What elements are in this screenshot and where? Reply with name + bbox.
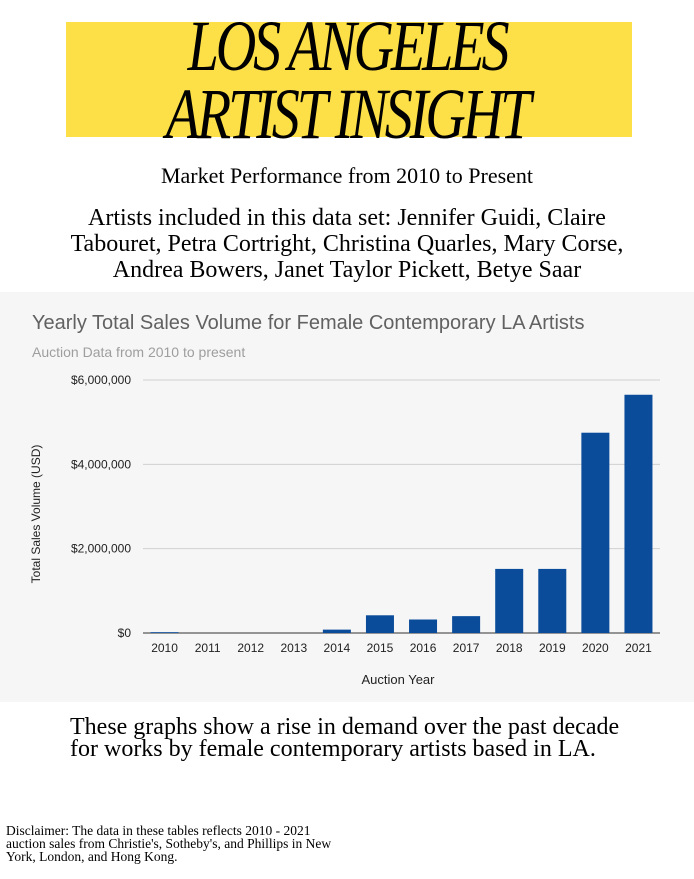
bar-2021: [624, 394, 653, 633]
x-tick-label: 2015: [367, 641, 394, 655]
x-tick-label: 2011: [195, 641, 221, 655]
x-tick-label: 2018: [496, 641, 523, 655]
artists-list: Artists included in this data set: Jenni…: [70, 205, 624, 283]
bar-2014: [322, 629, 351, 633]
x-tick-label: 2012: [237, 641, 264, 655]
bar-2010: [150, 632, 179, 633]
bars: [150, 394, 653, 633]
bar-2015: [365, 615, 394, 633]
y-tick-label: $6,000,000: [71, 373, 131, 387]
y-tick-labels: $0 $2,000,000 $4,000,000 $6,000,000: [71, 373, 131, 640]
gridlines: [143, 379, 660, 634]
x-tick-label: 2013: [280, 641, 307, 655]
x-tick-label: 2010: [151, 641, 178, 655]
bar-2016: [409, 619, 438, 633]
bar-chart: $0$2,000,000$4,000,000$6,000,000 2010 201…: [29, 373, 660, 687]
x-tick-label: 2021: [625, 641, 652, 655]
y-tick-label: $2,000,000: [71, 542, 131, 556]
x-tick-label: 2016: [410, 641, 437, 655]
x-tick-label: 2019: [539, 641, 566, 655]
bar-2018: [495, 568, 524, 633]
disclaimer-note: Disclaimer: The data in these tables ref…: [6, 823, 332, 864]
chart-subtitle: Auction Data from 2010 to present: [32, 344, 246, 360]
page-subtitle: Market Performance from 2010 to Present: [160, 163, 534, 188]
y-tick-label: $0: [118, 626, 132, 640]
page-title-line-2: ARTIST INSIGHT: [165, 74, 532, 154]
x-tick-label: 2017: [453, 641, 480, 655]
title-block: LOS ANGELES ARTIST INSIGHT: [0, 0, 694, 150]
x-tick-label: 2020: [582, 641, 609, 655]
summary-statement: These graphs show a rise in demand over …: [70, 714, 620, 762]
page-title-line-1: LOS ANGELES: [187, 6, 510, 86]
bar-2020: [581, 432, 610, 633]
y-axis-label: Total Sales Volume (USD): [29, 445, 43, 584]
bar-2019: [538, 568, 567, 633]
x-tick-label: 2014: [324, 641, 351, 655]
chart-panel: [0, 292, 694, 702]
y-tick-label: $4,000,000: [71, 457, 131, 471]
chart-title: Yearly Total Sales Volume for Female Con…: [32, 312, 585, 334]
x-axis-label: Auction Year: [361, 672, 435, 687]
bar-2017: [452, 616, 481, 633]
title-highlight: [66, 22, 632, 137]
x-tick-labels: 2010 2011 2012 2013 2014 2015 2016 2017 2018 2019…: [151, 641, 652, 655]
